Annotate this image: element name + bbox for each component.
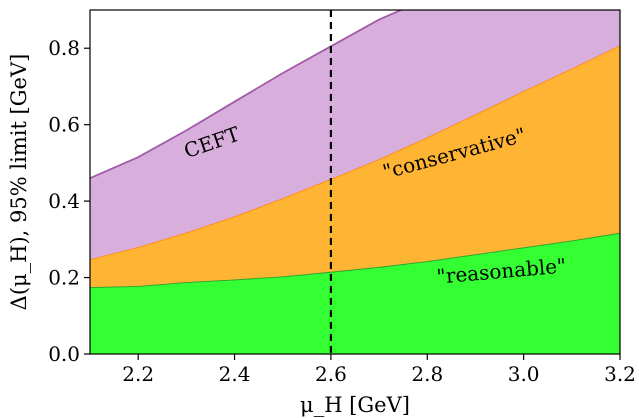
y-axis-ticks: 0.0 0.2 0.4 0.6 0.8 [48, 36, 90, 366]
x-tick-label: 2.6 [315, 362, 347, 386]
y-tick-label: 0.4 [48, 189, 80, 213]
area-edge-line-2 [90, 10, 404, 180]
x-tick-label: 2.8 [411, 362, 443, 386]
x-tick-label: 3.0 [508, 362, 540, 386]
x-tick-label: 2.4 [219, 362, 251, 386]
area-band-0 [90, 232, 620, 354]
x-tick-label: 2.2 [122, 362, 154, 386]
y-axis-label: Δ(μ_H), 95% limit [GeV] [7, 54, 31, 311]
x-tick-label: 3.2 [604, 362, 636, 386]
y-tick-label: 0.8 [48, 36, 80, 60]
area-band-2 [90, 10, 620, 260]
y-tick-label: 0.6 [48, 113, 80, 137]
x-axis-ticks: 2.2 2.4 2.6 2.8 3.0 3.2 [122, 354, 636, 386]
area-band-1 [90, 45, 620, 288]
x-axis-label: μ_H [GeV] [300, 393, 410, 417]
area-series-group [90, 10, 620, 354]
y-tick-label: 0.0 [48, 342, 80, 366]
y-tick-label: 0.2 [48, 266, 80, 290]
plot-frame [89, 9, 621, 355]
